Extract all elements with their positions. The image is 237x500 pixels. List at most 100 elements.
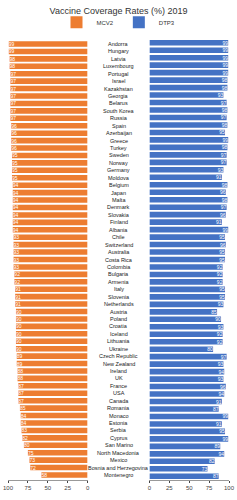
svg-text:99: 99 [222,62,228,68]
svg-text:99: 99 [222,227,228,233]
svg-text:25: 25 [166,485,173,491]
svg-text:97: 97 [10,100,16,106]
svg-text:90: 90 [16,346,22,352]
svg-text:87: 87 [18,398,24,404]
svg-text:Turkey: Turkey [110,145,127,151]
svg-text:97: 97 [221,100,227,106]
svg-text:82: 82 [209,458,215,464]
svg-text:Austria: Austria [110,309,128,315]
svg-text:98: 98 [10,56,16,62]
svg-text:75: 75 [28,450,34,456]
svg-text:Lithuania: Lithuania [107,338,130,344]
svg-text:99: 99 [9,48,15,54]
svg-text:Andorra: Andorra [108,41,129,47]
svg-text:France: France [110,383,127,389]
svg-text:95: 95 [219,129,225,135]
svg-text:Latvia: Latvia [111,56,127,62]
svg-text:Chile: Chile [112,234,125,240]
svg-text:99: 99 [222,40,228,46]
svg-text:84: 84 [21,413,27,419]
svg-text:97: 97 [10,115,16,121]
svg-text:82: 82 [22,435,28,441]
svg-text:95: 95 [219,286,225,292]
svg-text:Bulgaria: Bulgaria [108,271,129,277]
svg-text:99: 99 [222,47,228,53]
svg-text:87: 87 [18,390,24,396]
svg-text:58: 58 [41,472,47,478]
svg-text:99: 99 [222,137,228,143]
svg-text:Switzerland: Switzerland [105,242,133,248]
svg-text:96: 96 [11,138,17,144]
svg-text:Romania: Romania [107,405,130,411]
svg-text:94: 94 [13,212,19,218]
svg-text:85: 85 [211,309,217,315]
svg-text:Albania: Albania [109,227,128,233]
svg-text:91: 91 [15,294,21,300]
svg-text:94: 94 [218,391,224,397]
svg-text:91: 91 [15,286,21,292]
svg-text:92: 92 [14,271,20,277]
svg-text:Mexico: Mexico [110,457,127,463]
svg-text:Luxembourg: Luxembourg [103,63,134,69]
svg-text:95: 95 [219,234,225,240]
svg-text:90: 90 [16,338,22,344]
svg-text:Armenia: Armenia [108,279,129,285]
svg-text:Denmark: Denmark [107,204,130,210]
svg-text:Azerbaijan: Azerbaijan [106,130,132,136]
svg-text:91: 91 [216,399,222,405]
svg-text:50: 50 [186,485,193,491]
svg-text:Germany: Germany [107,167,130,173]
svg-text:Netherlands: Netherlands [104,301,134,307]
svg-text:97: 97 [10,93,16,99]
svg-text:87: 87 [18,383,24,389]
svg-text:New Zealand: New Zealand [103,361,135,367]
svg-text:92: 92 [217,331,223,337]
svg-text:94: 94 [13,197,19,203]
svg-text:94: 94 [13,182,19,188]
svg-text:90: 90 [16,331,22,337]
svg-text:90: 90 [16,309,22,315]
svg-text:90: 90 [215,316,221,322]
svg-text:93: 93 [14,242,20,248]
svg-text:99: 99 [222,436,228,442]
svg-text:80: 80 [24,442,30,448]
svg-text:94: 94 [13,227,19,233]
svg-text:Cyprus: Cyprus [110,435,128,441]
svg-text:99: 99 [222,70,228,76]
svg-text:Montenegro: Montenegro [104,472,133,478]
svg-text:87: 87 [213,406,219,412]
svg-text:96: 96 [11,130,17,136]
svg-text:Monaco: Monaco [109,413,129,419]
svg-text:Slovenia: Slovenia [108,294,130,300]
svg-text:100: 100 [224,485,235,491]
svg-text:98: 98 [10,63,16,69]
svg-text:97: 97 [221,159,227,165]
svg-text:Japan: Japan [111,190,126,196]
svg-text:96: 96 [220,242,226,248]
svg-text:97: 97 [10,108,16,114]
svg-text:75: 75 [25,485,32,491]
svg-text:90: 90 [16,316,22,322]
svg-text:94: 94 [13,190,19,196]
svg-text:Estonia: Estonia [109,420,128,426]
svg-text:Spain: Spain [112,123,126,129]
svg-text:0: 0 [86,485,90,491]
svg-text:95: 95 [219,257,225,263]
svg-text:84: 84 [21,420,27,426]
svg-text:50: 50 [44,485,51,491]
svg-text:92: 92 [217,271,223,277]
svg-text:Ireland: Ireland [110,368,127,374]
svg-text:95: 95 [219,428,225,434]
svg-text:99: 99 [222,55,228,61]
svg-text:Israel: Israel [112,78,125,84]
svg-text:94: 94 [13,204,19,210]
svg-text:96: 96 [220,189,226,195]
svg-text:93: 93 [218,301,224,307]
svg-text:98: 98 [222,144,228,150]
svg-text:South Korea: South Korea [103,108,135,114]
svg-text:98: 98 [222,85,228,91]
svg-text:Costa Rica: Costa Rica [105,257,133,263]
svg-text:Russia: Russia [110,115,128,121]
svg-text:Slovakia: Slovakia [108,212,130,218]
svg-text:97: 97 [10,78,16,84]
